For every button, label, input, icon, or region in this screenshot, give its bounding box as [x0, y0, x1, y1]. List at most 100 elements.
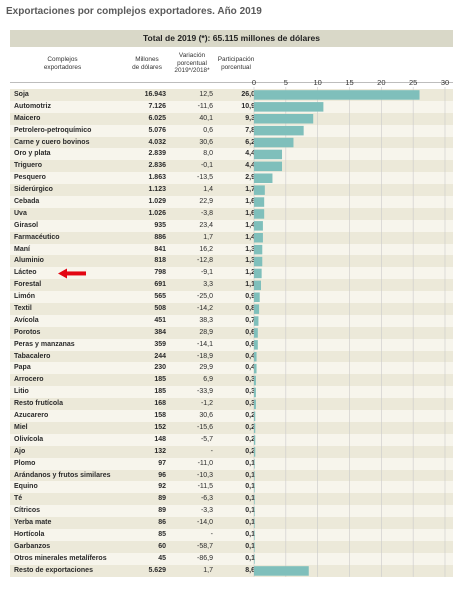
row-variacion: 40,1: [199, 114, 213, 122]
row-millones: 451: [154, 316, 166, 324]
row-millones: 886: [154, 233, 166, 241]
row-millones: 1.029: [148, 198, 166, 206]
row-participacion: 0,9: [245, 293, 255, 301]
table-row: Plomo 97 -11,0 0,1: [10, 457, 453, 470]
row-variacion: 1,4: [203, 186, 213, 194]
table-row: Cebada 1.029 22,9 1,6: [10, 196, 453, 208]
row-variacion: 3,3: [203, 281, 213, 289]
row-category: Garbanzos: [14, 542, 51, 550]
row-variacion: 38,3: [199, 316, 213, 324]
row-millones: 244: [154, 352, 166, 360]
table-row: Tabacalero 244 -18,9 0,4: [10, 350, 453, 363]
row-participacion: 0,3: [245, 400, 255, 408]
row-variacion: -10,3: [197, 471, 213, 479]
table-row: Azucarero 158 30,6 0,2: [10, 410, 453, 422]
table-row: Farmacéutico 886 1,7 1,4: [10, 231, 453, 244]
row-millones: 4.032: [148, 138, 166, 146]
row-category: Azucarero: [14, 412, 49, 420]
table-row: Petrolero-petroquímico 5.076 0,6 7,8: [10, 124, 453, 137]
row-category: Arrocero: [14, 376, 44, 384]
row-millones: 691: [154, 281, 166, 289]
table-row: Ajo 132 - 0,2: [10, 445, 453, 458]
table-row: Miel 152 -15,6 0,2: [10, 421, 453, 434]
row-participacion: 10,9: [241, 102, 255, 110]
table-row: Forestal 691 3,3 1,1: [10, 279, 453, 292]
row-millones: 5.629: [148, 566, 166, 574]
row-category: Tabacalero: [14, 352, 51, 360]
row-millones: 16.943: [144, 91, 166, 98]
table-row: Papa 230 29,9 0,4: [10, 362, 453, 375]
row-participacion: 0,2: [245, 447, 255, 455]
row-category: Textil: [14, 305, 32, 313]
row-millones: 152: [154, 423, 166, 431]
row-variacion: -: [210, 530, 213, 538]
row-millones: 1.123: [148, 186, 166, 194]
row-millones: 935: [154, 221, 166, 229]
row-participacion: 4,4: [245, 162, 255, 170]
table-row: Hortícola 85 - 0,1: [10, 528, 453, 541]
row-participacion: 1,6: [245, 198, 255, 206]
row-category: Ajo: [14, 447, 26, 455]
row-variacion: -14,0: [197, 519, 213, 527]
row-participacion: 0,1: [245, 483, 255, 491]
row-millones: 565: [154, 293, 166, 301]
table-row: Triguero 2.836 -0,1 4,4: [10, 160, 453, 173]
row-category: Farmacéutico: [14, 233, 60, 241]
row-millones: 148: [154, 435, 166, 443]
table-row: Porotos 384 28,9 0,6: [10, 326, 453, 339]
row-participacion: 0,2: [245, 423, 255, 431]
row-millones: 89: [158, 507, 166, 515]
row-participacion: 0,1: [245, 495, 255, 503]
row-variacion: -6,3: [200, 495, 213, 503]
row-participacion: 1,1: [245, 281, 255, 289]
row-category: Papa: [14, 364, 31, 372]
row-variacion: -11,5: [197, 483, 213, 491]
row-variacion: -18,9: [197, 352, 213, 360]
header-participacion-text: Participación porcentual: [217, 56, 255, 71]
row-variacion: 8,0: [203, 150, 213, 158]
row-millones: 818: [154, 257, 166, 265]
row-category: Lácteo: [14, 269, 37, 277]
row-category: Té: [14, 495, 23, 503]
row-millones: 132: [154, 447, 166, 455]
table-row: Litio 185 -33,9 0,3: [10, 386, 453, 399]
row-participacion: 0,2: [245, 412, 255, 420]
table-row: Oro y plata 2.839 8,0 4,4: [10, 148, 453, 161]
row-category: Porotos: [14, 328, 41, 336]
row-participacion: 1,4: [245, 233, 255, 241]
table-row: Textil 508 -14,2 0,8: [10, 303, 453, 315]
header-millones-text: Millones de dólares: [132, 56, 162, 71]
row-variacion: 1,7: [203, 566, 213, 574]
table-row: Resto de exportaciones 5.629 1,7 8,6: [10, 564, 453, 577]
row-millones: 6.025: [148, 114, 166, 122]
table-row: Maicero 6.025 40,1 9,3: [10, 112, 453, 125]
header-complejos-text: Complejos exportadores: [43, 56, 82, 71]
row-variacion: -11,6: [197, 102, 213, 110]
row-millones: 97: [158, 459, 166, 467]
table-row: Arrocero 185 6,9 0,3: [10, 374, 453, 387]
row-variacion: 0,6: [203, 126, 213, 134]
row-participacion: 1,3: [245, 245, 255, 253]
row-category: Resto de exportaciones: [14, 566, 93, 574]
table-row: Olivícola 148 -5,7 0,2: [10, 433, 453, 446]
row-variacion: -86,9: [197, 554, 213, 562]
row-participacion: 7,8: [245, 126, 255, 134]
row-participacion: 0,7: [245, 316, 255, 324]
row-millones: 7.126: [148, 102, 166, 110]
table-row: Lácteo 798 -9,1 1,2: [10, 267, 453, 280]
row-participacion: 0,1: [245, 519, 255, 527]
table-row: Siderúrgico 1.123 1,4 1,7: [10, 184, 453, 197]
row-category: Resto frutícola: [14, 400, 64, 408]
table-row: Equino 92 -11,5 0,1: [10, 481, 453, 494]
row-participacion: 0,6: [245, 328, 255, 336]
table-row: Té 89 -6,3 0,1: [10, 493, 453, 506]
row-variacion: 12,5: [199, 91, 213, 98]
row-millones: 841: [154, 245, 166, 253]
table-row: Peras y manzanas 359 -14,1 0,6: [10, 338, 453, 351]
row-participacion: 9,3: [245, 114, 255, 122]
row-variacion: 6,9: [203, 376, 213, 384]
row-variacion: 16,2: [199, 245, 213, 253]
row-millones: 168: [154, 400, 166, 408]
table-row: Automotriz 7.126 -11,6 10,9: [10, 100, 453, 113]
row-participacion: 0,3: [245, 376, 255, 384]
